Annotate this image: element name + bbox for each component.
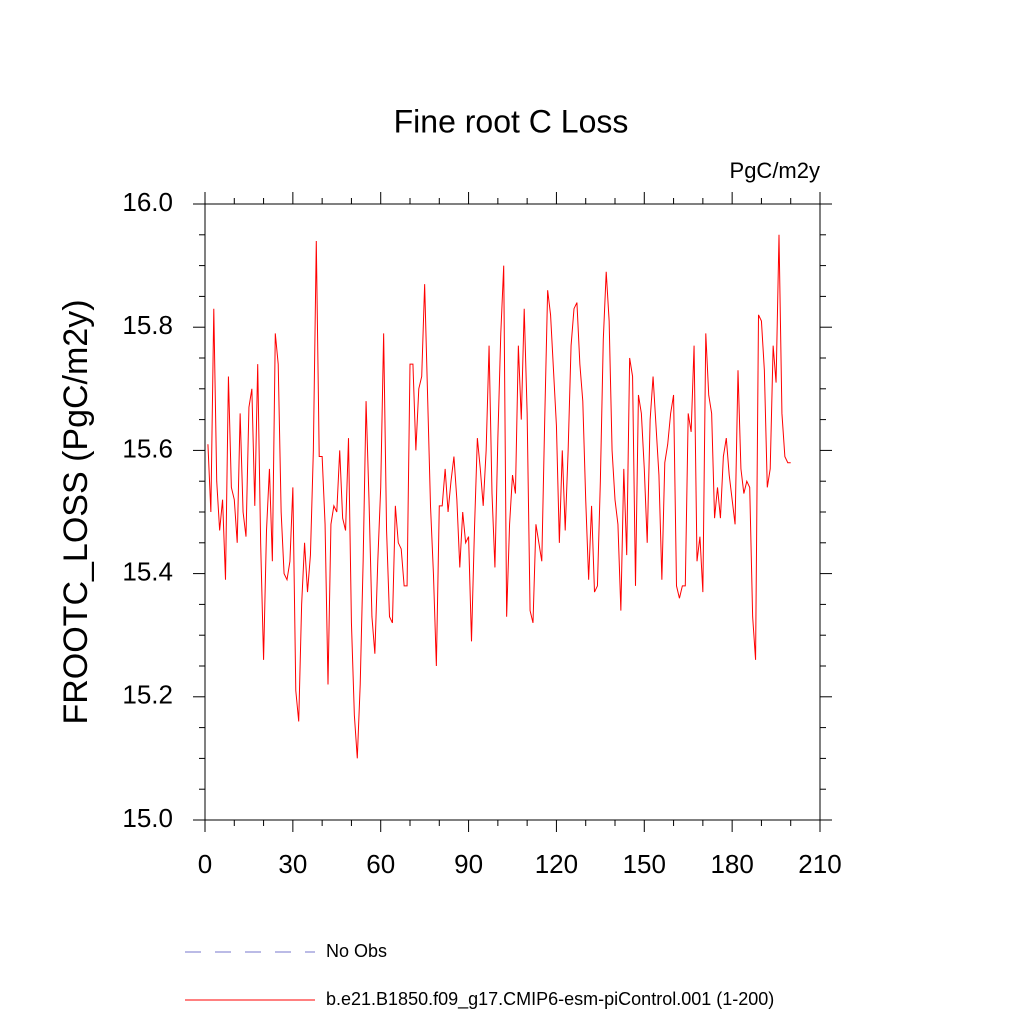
y-tick-label: 16.0	[122, 187, 173, 217]
y-tick-label: 15.4	[122, 556, 173, 586]
y-tick-label: 15.0	[122, 803, 173, 833]
plot-frame	[204, 203, 821, 821]
x-tick-label: 90	[454, 849, 483, 879]
x-tick-label: 120	[535, 849, 578, 879]
x-tick-label: 180	[710, 849, 753, 879]
y-tick-label: 15.6	[122, 433, 173, 463]
x-tick-label: 150	[623, 849, 666, 879]
x-tick-label: 60	[366, 849, 395, 879]
chart-title: Fine root C Loss	[394, 103, 629, 139]
data-line	[207, 234, 791, 759]
y-tick-label: 15.2	[122, 680, 173, 710]
x-tick-label: 210	[798, 849, 841, 879]
x-tick-label: 30	[278, 849, 307, 879]
legend-label: b.e21.B1850.f09_g17.CMIP6-esm-piControl.…	[326, 989, 774, 1010]
units-label: PgC/m2y	[730, 158, 820, 183]
y-tick-label: 15.8	[122, 310, 173, 340]
legend-label: No Obs	[326, 941, 387, 961]
y-axis-label: FROOTC_LOSS (PgC/m2y)	[57, 299, 95, 724]
x-tick-label: 0	[198, 849, 212, 879]
